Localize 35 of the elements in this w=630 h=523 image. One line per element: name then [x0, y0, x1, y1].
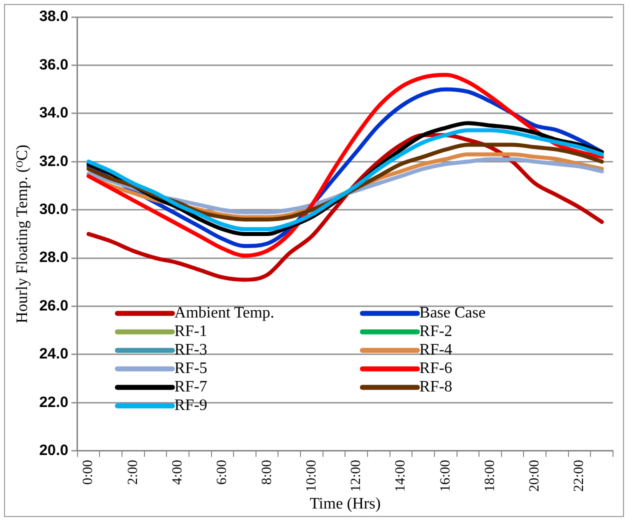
legend-label: RF-1 — [174, 323, 208, 340]
y-tick-label: 36.0 — [39, 56, 68, 74]
x-tick-label: 2:00 — [126, 460, 141, 485]
legend-label: RF-7 — [174, 378, 208, 396]
x-tick-label: 0:00 — [81, 460, 96, 485]
legend-label: RF-6 — [419, 360, 452, 378]
legend-label: RF-3 — [174, 342, 208, 359]
x-tick-label: 14:00 — [394, 460, 409, 492]
legend-label: RF-2 — [419, 323, 452, 340]
x-tick-label: 12:00 — [349, 460, 364, 492]
y-axis-title: Hourly Floating Temp. (ᴼC) — [14, 144, 31, 324]
x-tick-label: 10:00 — [304, 460, 320, 492]
y-tick-label: 34.0 — [39, 104, 68, 122]
y-tick-label: 28.0 — [39, 249, 68, 266]
y-tick-label: 30.0 — [39, 200, 68, 218]
legend-label: Base Case — [419, 304, 486, 322]
x-tick-label: 16:00 — [438, 460, 454, 492]
legend-label: RF-4 — [419, 342, 452, 359]
x-tick-label: 22:00 — [572, 460, 588, 492]
y-tick-label: 20.0 — [39, 442, 68, 460]
x-axis-title: Time (Hrs) — [310, 496, 381, 513]
legend-label: RF-8 — [419, 378, 452, 396]
y-tick-label: 22.0 — [39, 394, 68, 411]
y-tick-label: 32.0 — [39, 152, 68, 170]
y-tick-label: 38.0 — [39, 8, 68, 26]
legend-label: Ambient Temp. — [174, 304, 274, 322]
legend-label: RF-9 — [174, 397, 208, 414]
x-tick-label: 20:00 — [528, 460, 543, 492]
y-tick-label: 26.0 — [39, 297, 68, 314]
legend-label: RF-5 — [174, 360, 208, 378]
x-tick-label: 6:00 — [215, 460, 230, 485]
x-tick-label: 18:00 — [482, 460, 498, 492]
y-tick-label: 24.0 — [39, 346, 68, 363]
x-tick-label: 8:00 — [260, 460, 275, 485]
x-tick-label: 4:00 — [170, 460, 186, 485]
